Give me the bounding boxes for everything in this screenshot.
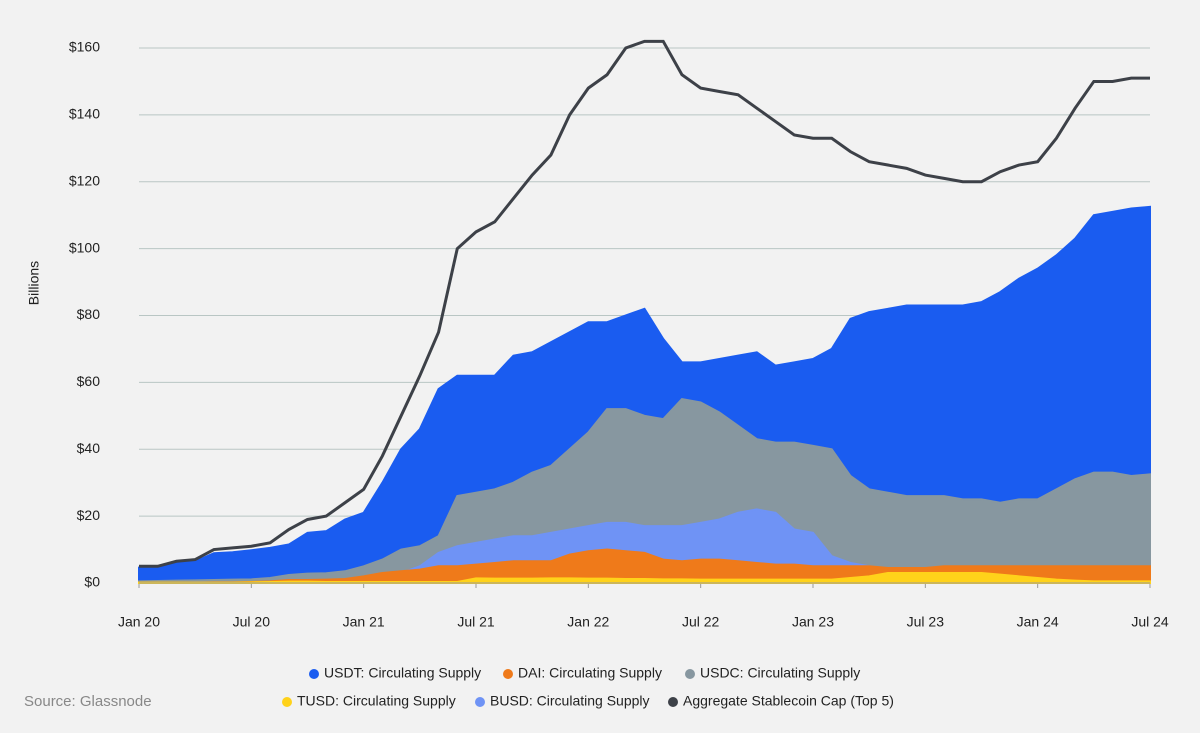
legend-marker bbox=[282, 697, 292, 707]
legend-marker bbox=[503, 669, 513, 679]
y-tick-label: $100 bbox=[69, 239, 100, 255]
y-tick-label: $140 bbox=[69, 106, 100, 122]
legend-label: TUSD: Circulating Supply bbox=[297, 693, 456, 709]
x-tick-label: Jan 20 bbox=[118, 614, 160, 630]
source: Source: Glassnode bbox=[24, 693, 152, 710]
area bbox=[138, 571, 1151, 584]
x-tick-label: Jul 24 bbox=[1131, 614, 1169, 630]
x-tick-label: Jan 24 bbox=[1017, 614, 1059, 630]
x-tick-label: Jul 23 bbox=[907, 614, 945, 630]
y-tick-label: $120 bbox=[69, 172, 100, 188]
y-tick-label: $80 bbox=[77, 306, 101, 322]
legend-marker bbox=[685, 669, 695, 679]
y-tick-label: $160 bbox=[69, 39, 100, 55]
x-tick-label: Jan 21 bbox=[343, 614, 385, 630]
x-tick-label: Jan 22 bbox=[567, 614, 609, 630]
legend-marker bbox=[309, 669, 319, 679]
y-tick-label: $20 bbox=[77, 507, 101, 523]
y-axis-label: Billions bbox=[26, 261, 42, 305]
y-tick-label: $0 bbox=[84, 574, 100, 590]
x-tick-label: Jan 23 bbox=[792, 614, 834, 630]
legend-label: DAI: Circulating Supply bbox=[518, 665, 662, 681]
area bbox=[138, 205, 1151, 584]
legend-label: Aggregate Stablecoin Cap (Top 5) bbox=[683, 693, 894, 709]
line bbox=[139, 39, 1150, 568]
legend-label: USDC: Circulating Supply bbox=[700, 665, 860, 681]
legend-marker bbox=[475, 697, 485, 707]
legend-label: BUSD: Circulating Supply bbox=[490, 693, 650, 709]
legend-label: USDT: Circulating Supply bbox=[324, 665, 481, 681]
x-tick-label: Jul 22 bbox=[682, 614, 720, 630]
y-tick-label: $40 bbox=[77, 440, 101, 456]
y-tick-label: $60 bbox=[77, 373, 101, 389]
area bbox=[138, 398, 1151, 584]
legend-marker bbox=[668, 697, 678, 707]
x-tick-label: Jul 20 bbox=[233, 614, 271, 630]
x-tick-label: Jul 21 bbox=[457, 614, 495, 630]
